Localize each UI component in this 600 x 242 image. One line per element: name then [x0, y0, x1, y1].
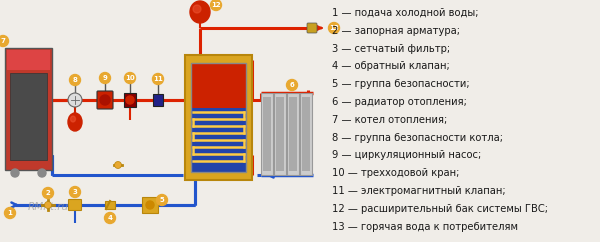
Circle shape	[38, 169, 46, 177]
Text: 5 — группа безопасности;: 5 — группа безопасности;	[332, 79, 470, 89]
Text: 2 — запорная арматура;: 2 — запорная арматура;	[332, 26, 460, 36]
Circle shape	[5, 207, 16, 219]
FancyBboxPatch shape	[153, 94, 163, 106]
FancyBboxPatch shape	[276, 97, 284, 171]
Text: 6 — радиатор отопления;: 6 — радиатор отопления;	[332, 97, 467, 107]
Text: 9 — циркуляционный насос;: 9 — циркуляционный насос;	[332, 150, 481, 160]
Circle shape	[104, 212, 115, 224]
Circle shape	[211, 0, 221, 10]
Text: 1 — подача холодной воды;: 1 — подача холодной воды;	[332, 8, 479, 18]
FancyBboxPatch shape	[289, 97, 297, 171]
FancyBboxPatch shape	[191, 108, 246, 172]
Text: RMnt.ru: RMnt.ru	[28, 202, 69, 212]
Text: 13 — горячая вода к потребителям: 13 — горячая вода к потребителям	[332, 222, 518, 232]
Ellipse shape	[193, 5, 201, 13]
Text: 13: 13	[329, 25, 339, 31]
FancyBboxPatch shape	[97, 91, 113, 109]
FancyBboxPatch shape	[142, 197, 158, 213]
Text: 8 — группа безопасности котла;: 8 — группа безопасности котла;	[332, 133, 503, 143]
FancyBboxPatch shape	[307, 23, 317, 33]
Text: 11: 11	[153, 76, 163, 82]
Circle shape	[100, 73, 110, 83]
Text: 3 — сетчатый фильтр;: 3 — сетчатый фильтр;	[332, 44, 450, 53]
Text: 7 — котел отопления;: 7 — котел отопления;	[332, 115, 447, 125]
Circle shape	[115, 161, 121, 168]
Circle shape	[43, 188, 53, 198]
Text: 3: 3	[73, 189, 77, 195]
FancyBboxPatch shape	[185, 55, 252, 180]
Text: 4 — обратный клапан;: 4 — обратный клапан;	[332, 61, 450, 71]
FancyBboxPatch shape	[105, 201, 115, 209]
Text: 11 — электромагнитный клапан;: 11 — электромагнитный клапан;	[332, 186, 506, 196]
FancyBboxPatch shape	[10, 73, 47, 160]
Circle shape	[126, 96, 134, 104]
Ellipse shape	[190, 1, 210, 23]
Circle shape	[44, 202, 52, 209]
Text: 4: 4	[107, 215, 113, 221]
Circle shape	[146, 201, 154, 209]
FancyBboxPatch shape	[68, 199, 82, 211]
Ellipse shape	[68, 113, 82, 131]
Circle shape	[125, 73, 136, 83]
Circle shape	[287, 80, 298, 91]
Text: 8: 8	[73, 77, 77, 83]
FancyBboxPatch shape	[263, 97, 271, 171]
Text: 12 — расширительный бак системы ГВС;: 12 — расширительный бак системы ГВС;	[332, 204, 548, 214]
Ellipse shape	[71, 116, 76, 122]
Text: 10 — трехходовой кран;: 10 — трехходовой кран;	[332, 168, 460, 178]
Circle shape	[157, 195, 167, 205]
Circle shape	[68, 93, 82, 107]
Text: 12: 12	[211, 2, 221, 8]
FancyBboxPatch shape	[302, 97, 310, 171]
FancyBboxPatch shape	[7, 50, 50, 70]
Text: 10: 10	[125, 75, 135, 81]
FancyBboxPatch shape	[5, 48, 52, 170]
Circle shape	[329, 23, 340, 33]
FancyBboxPatch shape	[287, 93, 299, 175]
Circle shape	[70, 75, 80, 85]
Text: 6: 6	[290, 82, 295, 88]
FancyBboxPatch shape	[300, 93, 312, 175]
Text: 1: 1	[8, 210, 13, 216]
Text: 7: 7	[1, 38, 5, 44]
Text: 2: 2	[46, 190, 50, 196]
Circle shape	[70, 187, 80, 197]
Text: 9: 9	[103, 75, 107, 81]
Circle shape	[100, 95, 110, 105]
FancyBboxPatch shape	[191, 63, 246, 108]
Circle shape	[11, 169, 19, 177]
FancyBboxPatch shape	[124, 93, 136, 107]
Circle shape	[0, 36, 8, 46]
FancyBboxPatch shape	[274, 93, 286, 175]
Text: 5: 5	[160, 197, 164, 203]
FancyBboxPatch shape	[261, 93, 273, 175]
Circle shape	[152, 74, 163, 84]
